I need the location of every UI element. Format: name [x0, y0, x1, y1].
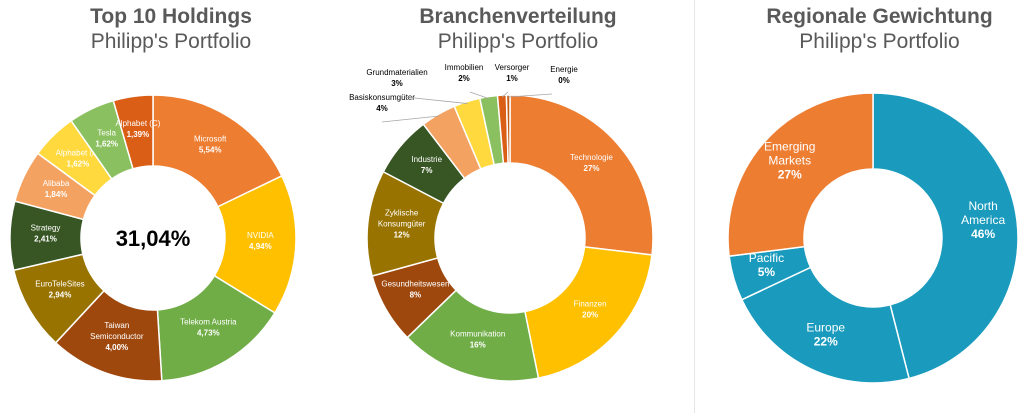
leader-line — [469, 91, 490, 99]
data-label-industrie: Industrie 7% — [411, 155, 442, 175]
donut-chart-top-holdings: Microsoft 5,54% NVIDIA 4,94% Telekom Austria… — [9, 94, 297, 382]
data-label-north-america: North America 46% — [961, 199, 1005, 241]
leader-line — [508, 93, 553, 98]
chart-subtitle: Philipp's Portfolio — [799, 30, 960, 53]
data-label-technologie: Technologie 27% — [570, 153, 613, 173]
data-label-basiskonsumg-ter: Basiskonsumgüter 4% — [349, 93, 415, 113]
donut-chart-sectors: Technologie 27% Finanzen 20% Kommunikation 16… — [349, 63, 654, 382]
data-label-taiwan-semiconductor: Taiwan Semiconductor 4,00% — [90, 321, 144, 352]
data-label-telekom-austria: Telekom Austria 4,73% — [180, 318, 237, 338]
chart-title: Regionale Gewichtung — [766, 5, 993, 28]
data-label-grundmaterialien: Grundmaterialien 3% — [366, 68, 427, 88]
slice-europe — [740, 266, 910, 384]
donut-chart-regions: North America 46% Europe 22% Pacific 5% Emergin… — [727, 92, 1019, 384]
slice-microsoft — [152, 94, 283, 208]
leader-line — [404, 96, 468, 104]
chart-panel-regions: Regionale Gewichtung Philipp's Portfolio… — [694, 0, 1024, 413]
data-label-alphabet-a: Alphabet (A) 1,62% — [56, 149, 101, 169]
chart-panel-sectors: Branchenverteilung Philipp's Portfolio T… — [342, 0, 694, 413]
slice-emerging-markets — [727, 92, 874, 258]
slice-technologie — [509, 94, 654, 256]
chart-subtitle: Philipp's Portfolio — [90, 30, 252, 53]
data-label-zyklische-konsumg-ter: Zyklische Konsumgüter 12% — [378, 208, 426, 239]
data-label-eurotelesites: EuroTeleSites 2,94% — [35, 279, 84, 299]
slice-energie — [505, 94, 511, 164]
data-label-strategy: Strategy 2,41% — [31, 224, 61, 244]
leader-line — [381, 115, 440, 123]
leader-line — [501, 91, 509, 98]
data-label-finanzen: Finanzen 20% — [574, 299, 607, 319]
data-label-nvidia: NVIDIA 4,94% — [247, 231, 274, 251]
chart-title: Branchenverteilung — [419, 5, 617, 28]
data-label-energie: Energie 0% — [550, 65, 578, 85]
data-label-immobilien: Immobilien 2% — [445, 63, 484, 83]
data-label-alibaba: Alibaba 1,84% — [43, 179, 70, 199]
chart-panel-top-holdings: Top 10 Holdings Philipp's Portfolio Micr… — [0, 0, 342, 413]
data-label-gesundheitswesen: Gesundheitswesen 8% — [381, 280, 449, 300]
chart-title: Top 10 Holdings — [90, 5, 252, 28]
chart-subtitle: Philipp's Portfolio — [437, 30, 599, 53]
data-label-tesla: Tesla 1,62% — [95, 128, 118, 148]
slice-alphabet-c — [112, 94, 154, 170]
data-label-europe: Europe 22% — [806, 320, 845, 348]
data-label-versorger: Versorger 1% — [495, 63, 530, 83]
center-label: 31,04% — [116, 226, 191, 251]
data-label-alphabet-c: Alphabet (C) 1,39% — [115, 119, 160, 139]
data-label-microsoft: Microsoft 5,54% — [194, 134, 227, 154]
data-label-pacific: Pacific 5% — [749, 251, 784, 279]
data-label-kommunikation: Kommunikation 16% — [450, 330, 505, 350]
slice-north-america — [872, 92, 1019, 380]
data-label-emerging-markets: Emerging Markets 27% — [764, 140, 815, 182]
